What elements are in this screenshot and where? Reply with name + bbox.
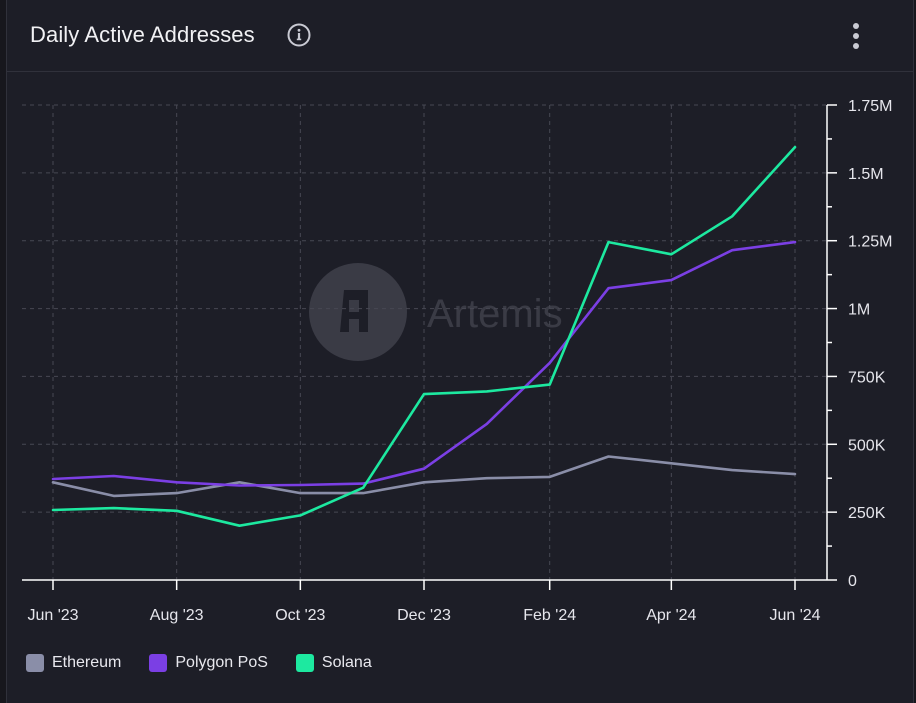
x-tick-label: Oct '23 xyxy=(275,607,325,624)
y-tick-label: 1.75M xyxy=(848,98,892,115)
x-tick-label: Dec '23 xyxy=(397,607,451,624)
y-tick-label: 1M xyxy=(848,302,870,319)
legend-item-polygon-pos[interactable]: Polygon PoS xyxy=(149,654,268,672)
chart-title: Daily Active Addresses xyxy=(30,22,255,47)
y-tick-label: 0 xyxy=(848,573,857,590)
y-tick-label: 250K xyxy=(848,505,886,522)
series-line-solana xyxy=(51,145,797,528)
legend: Ethereum Polygon PoS Solana xyxy=(26,650,400,676)
card-header: Daily Active Addresses xyxy=(7,0,913,72)
chart-card: Daily Active Addresses xyxy=(6,0,914,703)
legend-item-solana[interactable]: Solana xyxy=(295,654,372,672)
legend-item-ethereum[interactable]: Ethereum xyxy=(26,654,121,672)
x-tick-label: Apr '24 xyxy=(646,607,696,624)
legend-label: Polygon PoS xyxy=(175,654,268,671)
watermark-text: Artemis xyxy=(427,292,563,336)
legend-label: Ethereum xyxy=(52,654,122,671)
x-tick-label: Jun '23 xyxy=(27,607,78,624)
legend-label: Solana xyxy=(321,654,372,671)
watermark-logo-mark xyxy=(340,290,368,332)
legend-swatch xyxy=(295,654,314,672)
info-icon[interactable] xyxy=(287,23,311,47)
legend-swatch xyxy=(149,654,168,672)
x-tick-label: Feb '24 xyxy=(523,607,576,624)
series-line-polygon-pos xyxy=(51,240,797,487)
legend-swatch xyxy=(26,654,44,672)
more-vertical-icon[interactable] xyxy=(845,22,867,50)
y-tick-label: 500K xyxy=(848,437,886,454)
y-tick-label: 1.5M xyxy=(848,166,884,183)
x-tick-label: Aug '23 xyxy=(150,607,204,624)
y-tick-label: 750K xyxy=(848,369,886,386)
x-tick-label: Jun '24 xyxy=(769,607,820,624)
series-line-ethereum xyxy=(51,455,797,498)
y-tick-label: 1.25M xyxy=(848,234,892,251)
